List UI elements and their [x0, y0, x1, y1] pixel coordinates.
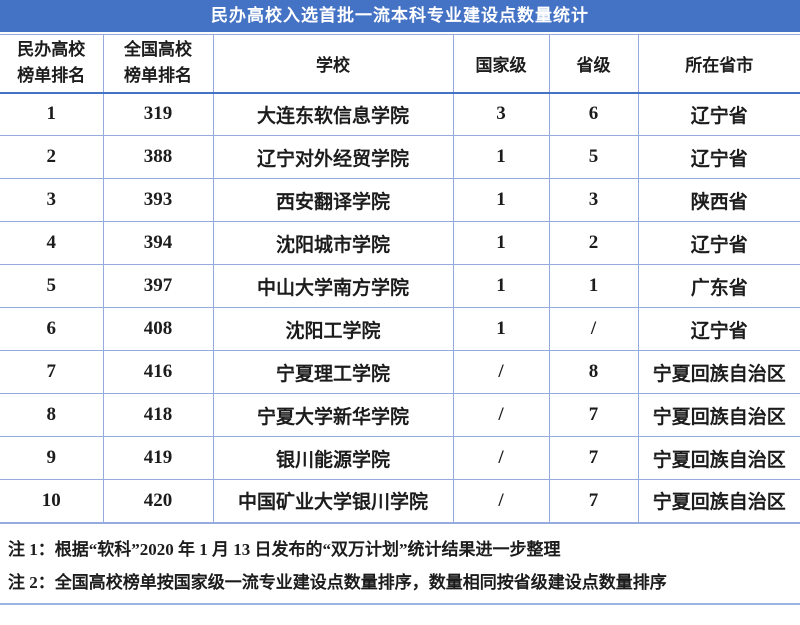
cell-school: 沈阳工学院	[212, 307, 454, 351]
cell-provincial-level: 7	[548, 393, 639, 437]
col-header-national-rank-line1: 全国高校	[124, 40, 192, 60]
cell-national-level: /	[452, 479, 550, 524]
cell-province: 宁夏回族自治区	[637, 350, 800, 394]
cell-national-rank: 420	[102, 479, 214, 524]
footnotes: 注 1：根据“软科”2020 年 1 月 13 日发布的“双万计划”统计结果进一…	[0, 524, 800, 599]
cell-national-rank: 419	[102, 436, 214, 480]
cell-national-level: /	[452, 350, 550, 394]
cell-provincial-level: 6	[548, 92, 639, 136]
cell-province: 宁夏回族自治区	[637, 436, 800, 480]
col-header-private-rank: 民办高校 榜单排名	[0, 34, 104, 94]
table-row: 1 319 大连东软信息学院 3 6 辽宁省	[0, 92, 800, 136]
cell-private-rank: 9	[0, 436, 104, 480]
cell-private-rank: 4	[0, 221, 104, 265]
cell-private-rank: 7	[0, 350, 104, 394]
cell-school: 宁夏理工学院	[212, 350, 454, 394]
cell-private-rank: 5	[0, 264, 104, 308]
cell-national-rank: 408	[102, 307, 214, 351]
cell-national-level: /	[452, 393, 550, 437]
cell-school: 大连东软信息学院	[212, 92, 454, 136]
col-header-private-rank-line1: 民办高校	[17, 40, 86, 60]
cell-provincial-level: 8	[548, 350, 639, 394]
col-header-provincial-level: 省级	[548, 34, 639, 94]
cell-national-level: 1	[452, 307, 550, 351]
cell-national-level: 1	[452, 264, 550, 308]
table-row: 8 418 宁夏大学新华学院 / 7 宁夏回族自治区	[0, 393, 800, 437]
cell-province: 宁夏回族自治区	[637, 393, 800, 437]
cell-province: 辽宁省	[637, 92, 800, 136]
header-row: 民办高校 榜单排名 全国高校 榜单排名 学校 国家级 省级 所在省市	[0, 34, 800, 94]
cell-national-level: 3	[452, 92, 550, 136]
cell-school: 银川能源学院	[212, 436, 454, 480]
cell-private-rank: 6	[0, 307, 104, 351]
cell-national-level: /	[452, 436, 550, 480]
table-row: 6 408 沈阳工学院 1 / 辽宁省	[0, 307, 800, 351]
table-row: 9 419 银川能源学院 / 7 宁夏回族自治区	[0, 436, 800, 480]
table-row: 2 388 辽宁对外经贸学院 1 5 辽宁省	[0, 135, 800, 179]
cell-provincial-level: 5	[548, 135, 639, 179]
bottom-divider	[0, 602, 800, 605]
cell-private-rank: 3	[0, 178, 104, 222]
cell-school: 沈阳城市学院	[212, 221, 454, 265]
cell-school: 辽宁对外经贸学院	[212, 135, 454, 179]
cell-province: 陕西省	[637, 178, 800, 222]
col-header-national-level: 国家级	[452, 34, 550, 94]
cell-provincial-level: 1	[548, 264, 639, 308]
cell-national-rank: 319	[102, 92, 214, 136]
cell-national-rank: 416	[102, 350, 214, 394]
col-header-national-rank: 全国高校 榜单排名	[102, 34, 214, 94]
cell-national-rank: 388	[102, 135, 214, 179]
table-title: 民办高校入选首批一流本科专业建设点数量统计	[0, 0, 800, 32]
cell-province: 辽宁省	[637, 135, 800, 179]
cell-national-rank: 418	[102, 393, 214, 437]
footnote-1: 注 1：根据“软科”2020 年 1 月 13 日发布的“双万计划”统计结果进一…	[8, 539, 561, 559]
col-header-private-rank-line2: 榜单排名	[17, 66, 86, 86]
cell-province: 宁夏回族自治区	[637, 479, 800, 524]
cell-province: 广东省	[637, 264, 800, 308]
cell-provincial-level: /	[548, 307, 639, 351]
cell-school: 中山大学南方学院	[212, 264, 454, 308]
cell-private-rank: 10	[0, 479, 104, 524]
footnote-2: 注 2：全国高校榜单按国家级一流专业建设点数量排序，数量相同按省级建设点数量排序	[8, 572, 667, 592]
ranking-table: 民办高校 榜单排名 全国高校 榜单排名 学校 国家级 省级 所在省市 1 319…	[0, 34, 800, 524]
table-row: 3 393 西安翻译学院 1 3 陕西省	[0, 178, 800, 222]
table-row: 7 416 宁夏理工学院 / 8 宁夏回族自治区	[0, 350, 800, 394]
cell-provincial-level: 2	[548, 221, 639, 265]
cell-private-rank: 8	[0, 393, 104, 437]
col-header-school: 学校	[212, 34, 454, 94]
cell-national-rank: 394	[102, 221, 214, 265]
cell-national-level: 1	[452, 221, 550, 265]
cell-national-level: 1	[452, 135, 550, 179]
col-header-national-rank-line2: 榜单排名	[124, 66, 192, 86]
table-row: 5 397 中山大学南方学院 1 1 广东省	[0, 264, 800, 308]
cell-province: 辽宁省	[637, 221, 800, 265]
cell-national-rank: 397	[102, 264, 214, 308]
cell-school: 宁夏大学新华学院	[212, 393, 454, 437]
cell-provincial-level: 7	[548, 436, 639, 480]
cell-private-rank: 2	[0, 135, 104, 179]
cell-national-rank: 393	[102, 178, 214, 222]
cell-school: 西安翻译学院	[212, 178, 454, 222]
cell-provincial-level: 3	[548, 178, 639, 222]
cell-provincial-level: 7	[548, 479, 639, 524]
cell-national-level: 1	[452, 178, 550, 222]
cell-school: 中国矿业大学银川学院	[212, 479, 454, 524]
cell-private-rank: 1	[0, 92, 104, 136]
table-row: 10 420 中国矿业大学银川学院 / 7 宁夏回族自治区	[0, 479, 800, 524]
cell-province: 辽宁省	[637, 307, 800, 351]
col-header-province: 所在省市	[637, 34, 800, 94]
table-row: 4 394 沈阳城市学院 1 2 辽宁省	[0, 221, 800, 265]
